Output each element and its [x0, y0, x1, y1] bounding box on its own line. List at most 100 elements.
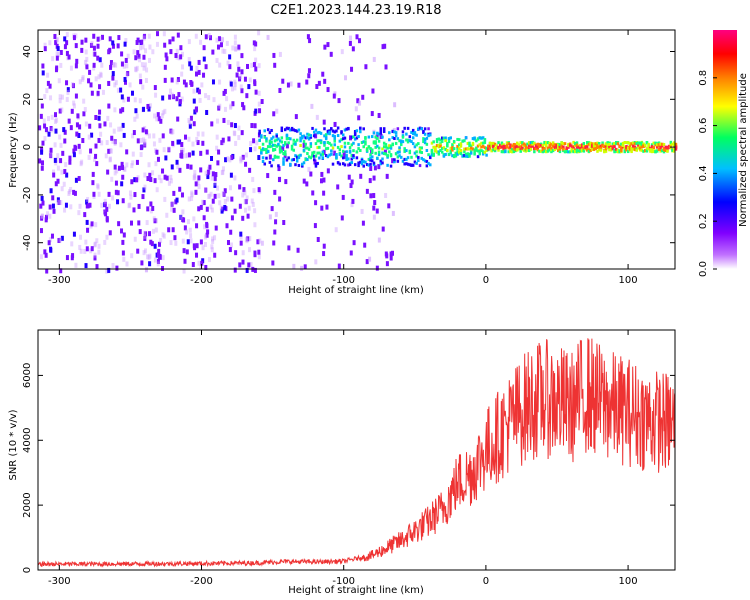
- heatmap-cell: [208, 164, 212, 170]
- heatmap-cell: [277, 166, 281, 172]
- heatmap-cell: [133, 97, 137, 103]
- heatmap-cell: [345, 150, 348, 154]
- heatmap-cell: [241, 192, 245, 198]
- heatmap-cell: [59, 200, 63, 206]
- heatmap-cell: [210, 244, 214, 250]
- heatmap-cell: [240, 53, 244, 59]
- heatmap-cell: [425, 160, 429, 164]
- heatmap-cell: [162, 233, 166, 239]
- heatmap-cell: [481, 152, 485, 156]
- heatmap-cell: [626, 150, 630, 154]
- heatmap-cell: [294, 114, 298, 120]
- heatmap-cell: [189, 115, 193, 121]
- heatmap-cell: [369, 158, 372, 162]
- heatmap-cell: [379, 133, 383, 139]
- heatmap-cell: [78, 79, 82, 85]
- heatmap-cell: [223, 199, 227, 205]
- heatmap-cell: [99, 72, 103, 78]
- heatmap-cell: [449, 136, 452, 140]
- heatmap-cell: [379, 127, 383, 131]
- heatmap-cell: [338, 139, 342, 143]
- heatmap-cell: [473, 136, 476, 140]
- spectrogram-y-tick-label: -40: [22, 235, 33, 251]
- heatmap-cell: [510, 150, 514, 154]
- heatmap-cell: [394, 141, 398, 145]
- heatmap-cell: [49, 95, 53, 101]
- heatmap-cell: [178, 99, 182, 105]
- heatmap-cell: [333, 130, 336, 134]
- heatmap-cell: [384, 251, 388, 257]
- heatmap-cell: [73, 144, 77, 150]
- heatmap-cell: [96, 184, 100, 190]
- heatmap-cell: [40, 103, 44, 109]
- heatmap-cell: [471, 147, 475, 151]
- heatmap-cell: [263, 162, 267, 166]
- heatmap-cell: [258, 108, 262, 114]
- heatmap-cell: [509, 143, 512, 147]
- heatmap-cell: [307, 133, 311, 137]
- heatmap-cell: [406, 156, 410, 160]
- heatmap-cell: [254, 89, 258, 95]
- heatmap-cell: [177, 92, 181, 98]
- heatmap-cell: [312, 130, 316, 134]
- heatmap-cell: [86, 196, 90, 202]
- heatmap-cell: [357, 115, 361, 121]
- heatmap-cell: [364, 64, 368, 70]
- heatmap-cell: [406, 138, 410, 142]
- heatmap-cell: [396, 127, 400, 131]
- heatmap-cell: [155, 41, 159, 47]
- heatmap-cell: [353, 163, 357, 167]
- heatmap-cell: [521, 146, 524, 150]
- heatmap-cell: [565, 150, 569, 154]
- heatmap-cell: [54, 37, 58, 43]
- heatmap-cell: [86, 203, 90, 209]
- heatmap-cell: [105, 234, 109, 240]
- heatmap-cell: [637, 143, 640, 147]
- heatmap-cell: [425, 149, 429, 153]
- heatmap-cell: [176, 164, 180, 170]
- heatmap-cell: [160, 113, 164, 119]
- heatmap-cell: [311, 126, 314, 130]
- heatmap-cell: [217, 149, 221, 155]
- heatmap-cell: [272, 240, 276, 246]
- heatmap-cell: [80, 39, 84, 45]
- heatmap-cell: [538, 149, 541, 153]
- heatmap-cell: [461, 154, 464, 158]
- heatmap-cell: [137, 203, 141, 209]
- heatmap-cell: [247, 84, 251, 90]
- heatmap-cell: [338, 152, 342, 156]
- heatmap-cell: [196, 180, 200, 186]
- spectrogram-y-tick-label: 0: [22, 144, 33, 150]
- heatmap-cell: [241, 250, 245, 256]
- heatmap-cell: [74, 93, 78, 99]
- heatmap-cell: [111, 75, 115, 81]
- heatmap-cell: [585, 141, 589, 145]
- heatmap-cell: [292, 263, 296, 269]
- heatmap-cell: [87, 78, 91, 84]
- heatmap-cell: [199, 264, 203, 270]
- heatmap-cell: [490, 148, 493, 152]
- heatmap-cell: [263, 129, 267, 133]
- heatmap-cell: [382, 141, 386, 145]
- heatmap-cell: [245, 195, 249, 201]
- heatmap-cell: [650, 143, 654, 147]
- heatmap-cell: [253, 123, 257, 129]
- heatmap-cell: [180, 71, 184, 77]
- heatmap-cell: [591, 144, 594, 148]
- heatmap-cell: [167, 227, 171, 233]
- heatmap-cell: [294, 140, 297, 144]
- heatmap-cell: [74, 43, 78, 49]
- heatmap-cell: [90, 90, 94, 96]
- heatmap-cell: [74, 177, 78, 183]
- heatmap-cell: [228, 185, 232, 191]
- heatmap-cell: [47, 131, 51, 137]
- heatmap-cell: [206, 174, 210, 180]
- colorbar-tick-label: 0.2: [698, 213, 709, 229]
- heatmap-cell: [268, 131, 272, 135]
- heatmap-cell: [331, 148, 335, 154]
- snr-x-tick-label: -100: [332, 576, 355, 587]
- heatmap-cell: [381, 135, 384, 139]
- heatmap-cell: [108, 230, 112, 236]
- heatmap-cell: [46, 211, 50, 217]
